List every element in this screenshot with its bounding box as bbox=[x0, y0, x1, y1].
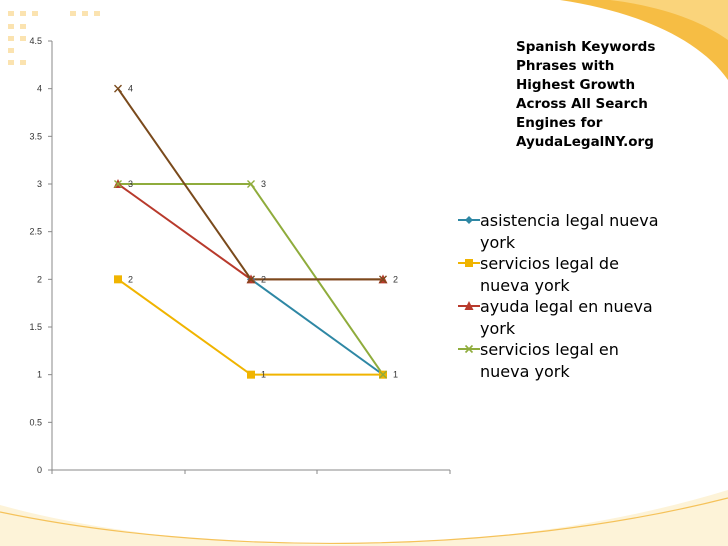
legend-label: ayuda legal en nueva bbox=[480, 297, 653, 316]
chart-title-line: Phrases with bbox=[516, 58, 615, 74]
data-label: 1 bbox=[393, 370, 398, 380]
series-line bbox=[117, 183, 383, 281]
data-point-x bbox=[114, 180, 122, 188]
legend-square-marker-icon bbox=[458, 259, 480, 267]
legend-label: nueva york bbox=[480, 361, 570, 381]
data-label: 2 bbox=[128, 274, 133, 284]
y-tick-label: 4 bbox=[37, 84, 42, 94]
chart-series: 2 1 1 3 3 4 2 2 bbox=[113, 84, 398, 380]
corner-dot-pattern bbox=[8, 11, 100, 65]
legend-label: york bbox=[480, 318, 516, 338]
chart-title-line: AyudaLegalNY.org bbox=[516, 134, 654, 150]
chart-title-line: Across All Search bbox=[516, 96, 648, 112]
y-tick-label: 4.5 bbox=[29, 36, 42, 46]
legend-label: york bbox=[480, 232, 516, 252]
chart-title-line: Spanish Keywords bbox=[516, 39, 656, 55]
data-label: 2 bbox=[261, 274, 266, 284]
data-point-x bbox=[379, 275, 387, 284]
data-label: 3 bbox=[128, 179, 133, 189]
chart-title-line: Highest Growth bbox=[516, 77, 636, 93]
legend-item: ayuda legal en nueva york bbox=[458, 296, 728, 339]
y-tick-label: 1 bbox=[37, 370, 42, 380]
data-label: 4 bbox=[128, 84, 133, 94]
data-label: 3 bbox=[261, 179, 266, 189]
legend-item: servicios legal en nueva york bbox=[458, 339, 728, 382]
y-tick-label: 0 bbox=[37, 465, 42, 475]
y-tick-label: 3 bbox=[37, 179, 42, 189]
data-point-x bbox=[114, 84, 122, 93]
legend-triangle-marker-icon bbox=[458, 301, 480, 310]
chart-legend: asistencia legal nueva york servicios le… bbox=[458, 210, 728, 382]
chart-title: Spanish Keywords Phrases with Highest Gr… bbox=[516, 38, 716, 152]
chart-title-line: Engines for bbox=[516, 115, 603, 131]
legend-item: servicios legal de nueva york bbox=[458, 253, 728, 296]
chart-axes: 0 0.5 1 1.5 2 2.5 3 3.5 4 4.5 bbox=[29, 36, 451, 475]
legend-label: servicios legal en bbox=[480, 340, 619, 359]
bottom-swoosh-line bbox=[0, 497, 728, 545]
data-label: 2 bbox=[393, 274, 398, 284]
data-label: 1 bbox=[261, 370, 266, 380]
data-point-x bbox=[379, 370, 387, 379]
y-tick-label: 2.5 bbox=[29, 227, 42, 237]
legend-x-marker-icon bbox=[458, 344, 480, 354]
legend-label: asistencia legal nueva bbox=[480, 211, 659, 230]
legend-label: nueva york bbox=[480, 275, 570, 295]
y-tick-label: 0.5 bbox=[29, 417, 42, 427]
legend-diamond-marker-icon bbox=[458, 216, 480, 224]
y-tick-label: 2 bbox=[37, 274, 42, 284]
data-point-x bbox=[247, 275, 255, 284]
bottom-swoosh bbox=[0, 490, 728, 546]
y-tick-label: 1.5 bbox=[29, 322, 42, 332]
top-right-swoosh bbox=[560, 0, 728, 80]
y-tick-label: 3.5 bbox=[29, 131, 42, 141]
legend-label: servicios legal de bbox=[480, 254, 619, 273]
series-line bbox=[117, 278, 383, 376]
series-line bbox=[250, 278, 384, 376]
data-point-square bbox=[247, 370, 255, 379]
top-right-swoosh-light bbox=[610, 0, 728, 40]
legend-item: asistencia legal nueva york bbox=[458, 210, 728, 253]
data-point-square bbox=[114, 275, 122, 284]
data-point-x bbox=[247, 180, 255, 188]
